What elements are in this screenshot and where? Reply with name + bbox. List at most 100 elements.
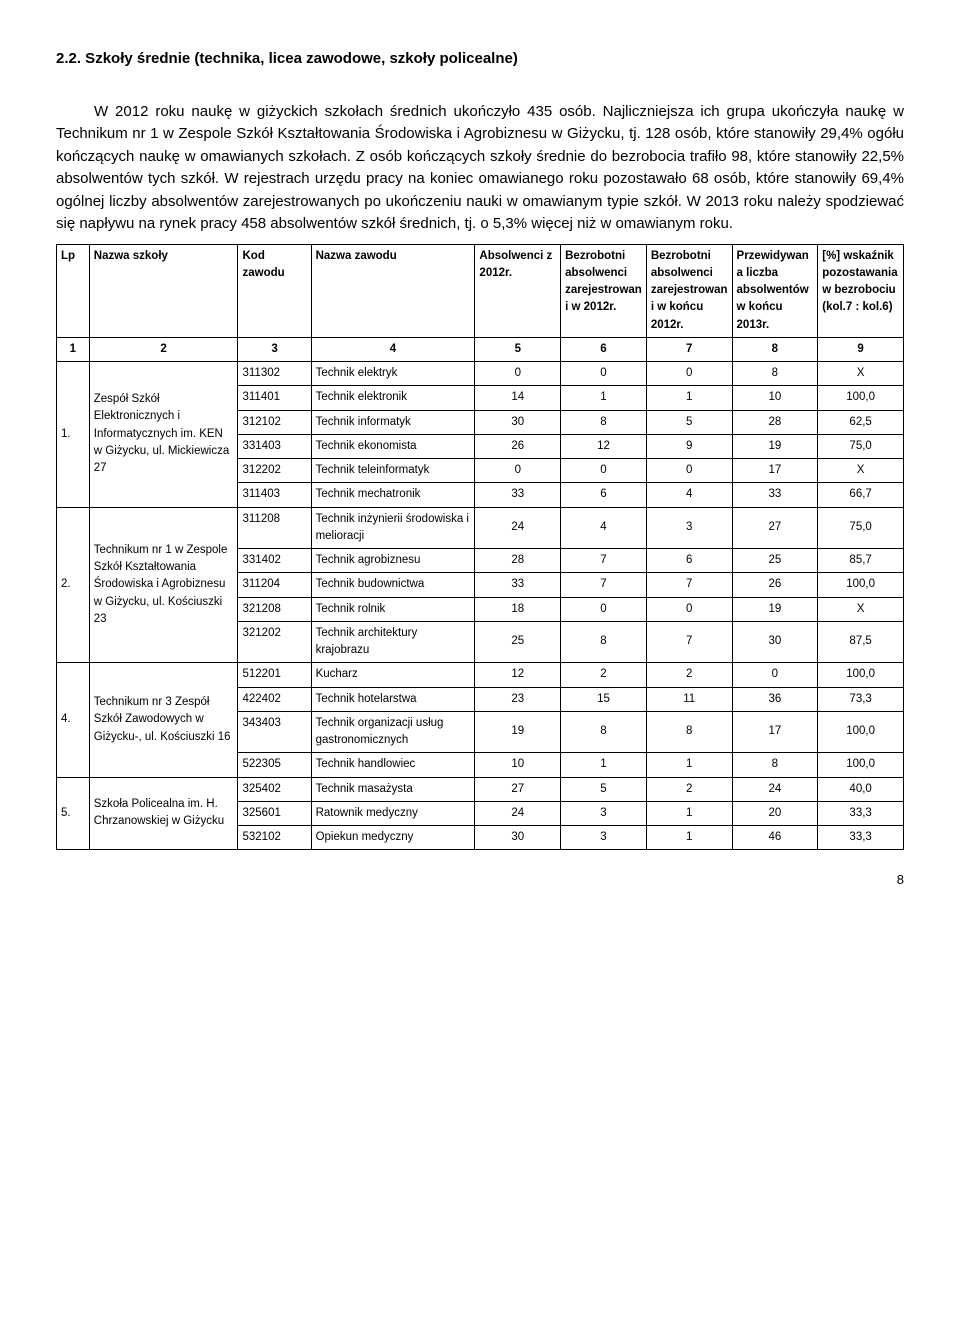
cell-bezro-rej: 0 xyxy=(561,597,647,621)
cell-school: Technikum nr 3 Zespół Szkół Zawodowych w… xyxy=(89,663,238,777)
cell-kod: 312202 xyxy=(238,459,311,483)
cell-wsk: 75,0 xyxy=(818,507,904,549)
col-absol: Absolwenci z 2012r. xyxy=(475,244,561,337)
cell-wsk: 100,0 xyxy=(818,573,904,597)
cell-absol: 24 xyxy=(475,507,561,549)
cell-przew: 20 xyxy=(732,801,818,825)
cell-bezro-rej: 15 xyxy=(561,687,647,711)
cell-bezro-koncu: 4 xyxy=(646,483,732,507)
cell-bezro-koncu: 1 xyxy=(646,801,732,825)
cell-bezro-koncu: 5 xyxy=(646,410,732,434)
cell-bezro-koncu: 2 xyxy=(646,663,732,687)
table-number-row: 1 2 3 4 5 6 7 8 9 xyxy=(57,337,904,361)
section-heading: 2.2. Szkoły średnie (technika, licea zaw… xyxy=(56,48,904,71)
cell-zawod: Opiekun medyczny xyxy=(311,826,475,850)
cell-bezro-rej: 7 xyxy=(561,573,647,597)
cell-zawod: Technik hotelarstwa xyxy=(311,687,475,711)
cell-kod: 311403 xyxy=(238,483,311,507)
cell-absol: 30 xyxy=(475,410,561,434)
cell-bezro-koncu: 2 xyxy=(646,777,732,801)
cell-absol: 12 xyxy=(475,663,561,687)
cell-przew: 27 xyxy=(732,507,818,549)
cell-school: Zespół Szkół Elektronicznych i Informaty… xyxy=(89,362,238,508)
cell-zawod: Technik architektury krajobrazu xyxy=(311,621,475,663)
cell-wsk: 62,5 xyxy=(818,410,904,434)
cell-zawod: Technik agrobiznesu xyxy=(311,549,475,573)
table-row: 2.Technikum nr 1 w Zespole Szkół Kształt… xyxy=(57,507,904,549)
cell-bezro-rej: 8 xyxy=(561,410,647,434)
cell-bezro-rej: 5 xyxy=(561,777,647,801)
cell-zawod: Technik inżynierii środowiska i meliorac… xyxy=(311,507,475,549)
cell-wsk: X xyxy=(818,597,904,621)
cell-przew: 19 xyxy=(732,597,818,621)
cell-przew: 8 xyxy=(732,362,818,386)
col-school: Nazwa szkoły xyxy=(89,244,238,337)
cell-kod: 331403 xyxy=(238,434,311,458)
col-kod: Kod zawodu xyxy=(238,244,311,337)
cell-kod: 311401 xyxy=(238,386,311,410)
table-row: 1.Zespół Szkół Elektronicznych i Informa… xyxy=(57,362,904,386)
cell-wsk: 33,3 xyxy=(818,801,904,825)
cell-absol: 24 xyxy=(475,801,561,825)
col-wsk: [%] wskaźnik pozostawania w bezrobociu (… xyxy=(818,244,904,337)
cell-bezro-rej: 4 xyxy=(561,507,647,549)
cell-przew: 36 xyxy=(732,687,818,711)
cell-przew: 17 xyxy=(732,459,818,483)
cell-kod: 422402 xyxy=(238,687,311,711)
cell-absol: 14 xyxy=(475,386,561,410)
cell-przew: 17 xyxy=(732,711,818,753)
cell-kod: 312102 xyxy=(238,410,311,434)
cell-bezro-koncu: 9 xyxy=(646,434,732,458)
cell-zawod: Kucharz xyxy=(311,663,475,687)
cell-bezro-koncu: 3 xyxy=(646,507,732,549)
cell-bezro-rej: 0 xyxy=(561,362,647,386)
cell-przew: 19 xyxy=(732,434,818,458)
cell-kod: 522305 xyxy=(238,753,311,777)
cell-absol: 26 xyxy=(475,434,561,458)
cell-bezro-koncu: 8 xyxy=(646,711,732,753)
cell-absol: 19 xyxy=(475,711,561,753)
cell-bezro-koncu: 7 xyxy=(646,573,732,597)
cell-bezro-koncu: 0 xyxy=(646,362,732,386)
cell-absol: 23 xyxy=(475,687,561,711)
cell-bezro-koncu: 11 xyxy=(646,687,732,711)
cell-lp: 1. xyxy=(57,362,90,508)
col-lp: Lp xyxy=(57,244,90,337)
cell-zawod: Ratownik medyczny xyxy=(311,801,475,825)
cell-kod: 512201 xyxy=(238,663,311,687)
table-header-row: Lp Nazwa szkoły Kod zawodu Nazwa zawodu … xyxy=(57,244,904,337)
cell-kod: 321208 xyxy=(238,597,311,621)
col-bezro-rej: Bezrobotni absolwenci zarejestrowani w 2… xyxy=(561,244,647,337)
cell-absol: 30 xyxy=(475,826,561,850)
cell-zawod: Technik rolnik xyxy=(311,597,475,621)
cell-bezro-rej: 2 xyxy=(561,663,647,687)
cell-bezro-koncu: 0 xyxy=(646,597,732,621)
cell-bezro-koncu: 6 xyxy=(646,549,732,573)
cell-wsk: X xyxy=(818,459,904,483)
cell-school: Szkoła Policealna im. H. Chrzanowskiej w… xyxy=(89,777,238,850)
cell-bezro-rej: 7 xyxy=(561,549,647,573)
cell-wsk: 75,0 xyxy=(818,434,904,458)
cell-bezro-rej: 0 xyxy=(561,459,647,483)
cell-zawod: Technik elektryk xyxy=(311,362,475,386)
cell-zawod: Technik informatyk xyxy=(311,410,475,434)
cell-wsk: 87,5 xyxy=(818,621,904,663)
table-row: 5.Szkoła Policealna im. H. Chrzanowskiej… xyxy=(57,777,904,801)
cell-wsk: 40,0 xyxy=(818,777,904,801)
col-bezro-koncu: Bezrobotni absolwenci zarejestrowani w k… xyxy=(646,244,732,337)
cell-kod: 331402 xyxy=(238,549,311,573)
cell-zawod: Technik handlowiec xyxy=(311,753,475,777)
cell-zawod: Technik masażysta xyxy=(311,777,475,801)
cell-kod: 311204 xyxy=(238,573,311,597)
cell-wsk: 66,7 xyxy=(818,483,904,507)
cell-kod: 321202 xyxy=(238,621,311,663)
graduates-table: Lp Nazwa szkoły Kod zawodu Nazwa zawodu … xyxy=(56,244,904,851)
cell-wsk: 100,0 xyxy=(818,663,904,687)
cell-bezro-rej: 6 xyxy=(561,483,647,507)
cell-wsk: X xyxy=(818,362,904,386)
body-paragraph: W 2012 roku naukę w giżyckich szkołach ś… xyxy=(56,101,904,236)
cell-przew: 0 xyxy=(732,663,818,687)
cell-przew: 10 xyxy=(732,386,818,410)
cell-bezro-koncu: 1 xyxy=(646,826,732,850)
cell-absol: 25 xyxy=(475,621,561,663)
